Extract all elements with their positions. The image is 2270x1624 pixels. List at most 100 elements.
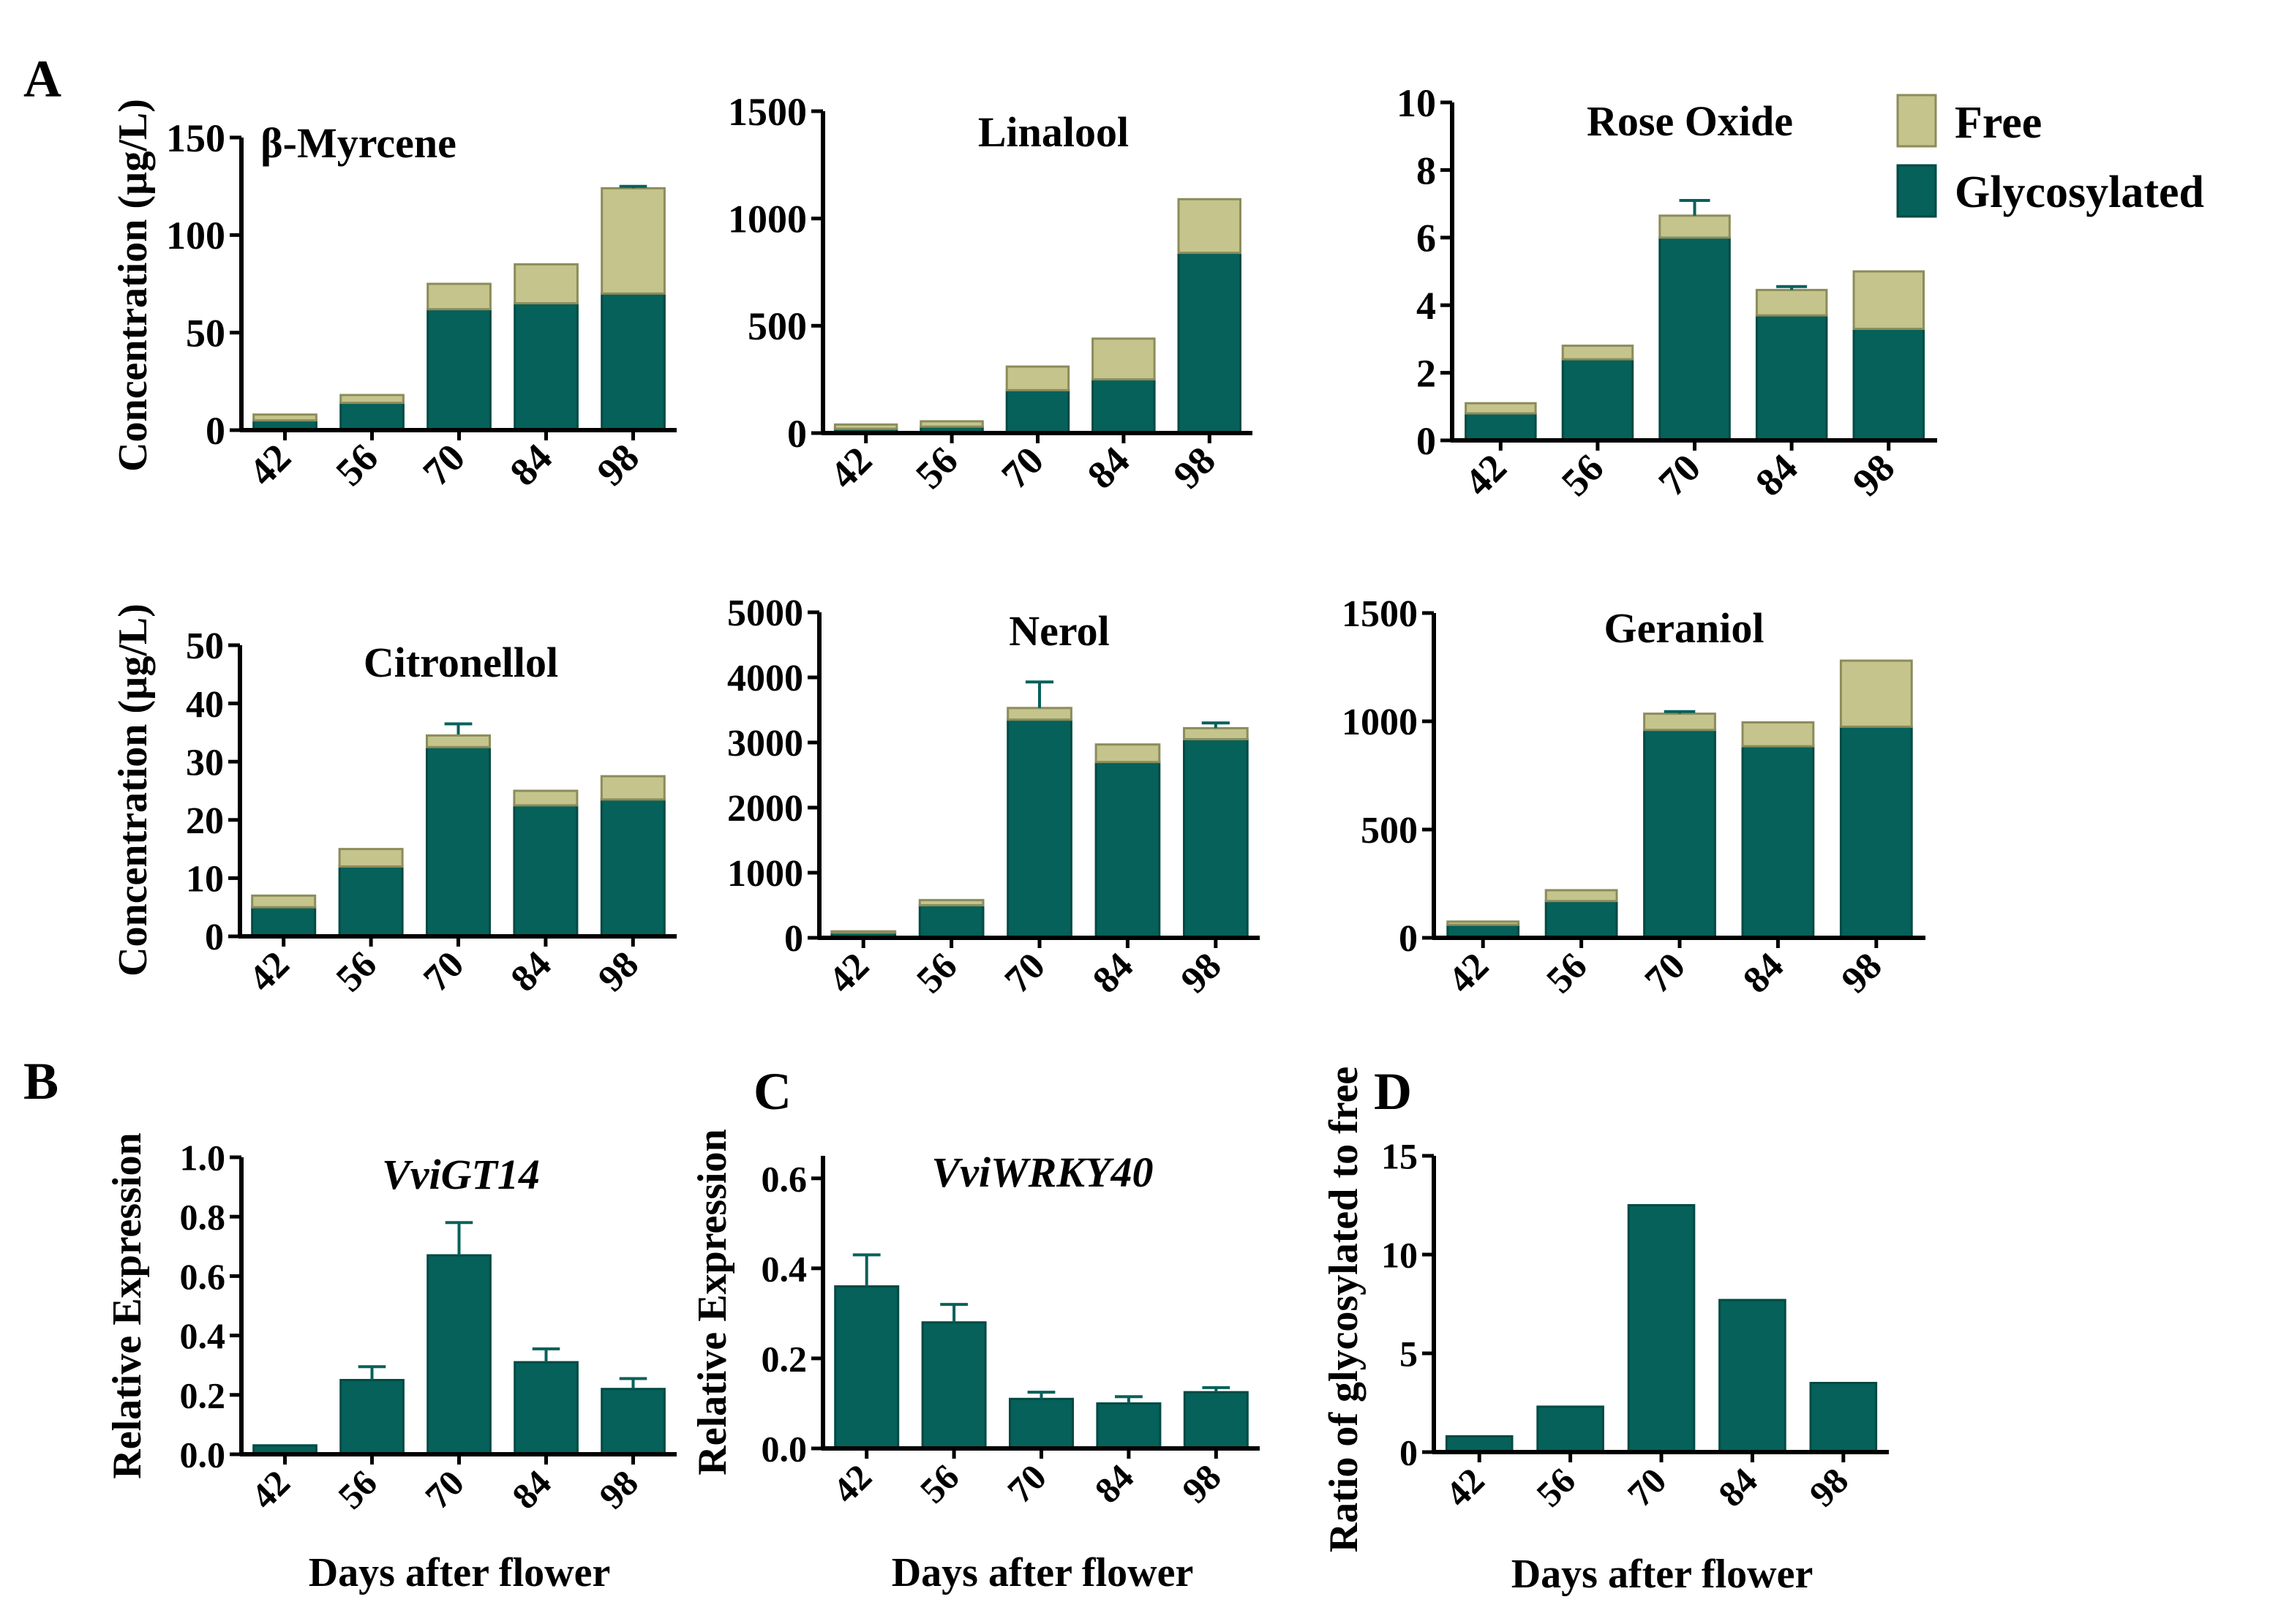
chart-geraniol: 42 56 70 84 98 0 500 1000 1500 Geraniol (1342, 593, 1925, 1001)
y-tick-label-vvigt14-0.6: 0.6 (180, 1256, 226, 1297)
x-tick-label-myrcene-84: 84 (501, 435, 560, 495)
bar-myrcene-glycosylated-70 (426, 308, 492, 432)
y-tick-label-rose_oxide-10: 10 (1397, 81, 1436, 125)
bar-nerol-glycosylated-84 (1094, 761, 1161, 939)
y-axis-label-citronellol: Concentration (µg/L) (110, 604, 156, 977)
bar-ratio-ratio-98 (1809, 1382, 1878, 1454)
x-tick-label-citronellol-56: 56 (328, 944, 385, 1000)
y-tick-label-linalool-1000: 1000 (728, 198, 807, 241)
bar-rose_oxide-glycosylated-56 (1561, 358, 1634, 442)
chart-title-nerol: Nerol (1009, 607, 1109, 655)
bar-citronellol-free-98 (600, 775, 666, 801)
bar-citronellol-glycosylated-42 (251, 906, 317, 938)
x-tick-label-vvigt14-98: 98 (591, 1462, 646, 1517)
x-tick-label-nerol-70: 70 (997, 945, 1053, 1001)
x-tick-label-geraniol-84: 84 (1735, 945, 1792, 1001)
legend-glycosylated-swatch (1896, 164, 1937, 218)
bar-citronellol-free-70 (426, 734, 491, 748)
y-axis-label-ratio: Ratio of glycosylated to free (1321, 1067, 1367, 1553)
chart-rose-oxide: 42 56 70 84 98 0 2 4 6 8 10 Rose Oxide (1397, 81, 1937, 505)
x-axis-label-vvigt14: Days after flower (309, 1550, 611, 1595)
bar-rose_oxide-free-98 (1852, 270, 1925, 330)
x-tick-label-myrcene-42: 42 (240, 435, 299, 495)
x-tick-label-ratio-98: 98 (1801, 1460, 1856, 1515)
bar-citronellol-free-84 (513, 789, 579, 807)
bar-citronellol-glycosylated-84 (513, 804, 579, 938)
bar-rose_oxide-free-84 (1755, 288, 1828, 317)
chart-title-myrcene: β-Myrcene (260, 119, 456, 167)
bar-rose_oxide-glycosylated-42 (1465, 412, 1537, 442)
y-axis-label-myrcene: Concentration (µg/L) (110, 99, 156, 472)
panel-letter-b: B (23, 1052, 59, 1110)
x-tick-label-vvigt14-70: 70 (417, 1462, 472, 1517)
bar-rose_oxide-free-56 (1561, 345, 1634, 361)
y-tick-label-geraniol-500: 500 (1361, 810, 1418, 852)
chart-title-rose_oxide: Rose Oxide (1587, 97, 1793, 145)
bar-linalool-free-42 (833, 423, 898, 430)
y-tick-label-geraniol-1000: 1000 (1342, 702, 1418, 743)
chart-citronellol: 42 56 70 84 98 0 10 20 30 40 50 Citronellol Concentr… (110, 604, 677, 1000)
y-tick-label-vviwrky40-0.6: 0.6 (762, 1158, 808, 1199)
legend: Free Glycosylated (1896, 94, 2204, 218)
y-tick-label-myrcene-50: 50 (186, 312, 225, 356)
bar-vviwrky40-relative-expression-56 (921, 1321, 987, 1450)
y-tick-label-rose_oxide-8: 8 (1416, 149, 1436, 192)
chart-linalool: 42 56 70 84 98 0 500 1000 1500 Linalool (728, 90, 1252, 497)
bar-geraniol-glycosylated-84 (1741, 745, 1815, 939)
y-tick-label-nerol-1000: 1000 (727, 853, 803, 895)
bar-vviwrky40-relative-expression-98 (1183, 1391, 1249, 1450)
x-tick-label-geraniol-70: 70 (1637, 945, 1694, 1001)
chart-vvigt14: 42 56 70 84 98 0.0 0.2 0.4 0.6 0.8 1.0 VviGT14 Relat… (105, 1132, 677, 1595)
bar-rose_oxide-glycosylated-98 (1852, 328, 1925, 442)
x-tick-label-myrcene-56: 56 (327, 435, 386, 495)
y-tick-label-ratio-10: 10 (1381, 1235, 1418, 1276)
bar-linalool-free-98 (1177, 198, 1241, 255)
bar-myrcene-glycosylated-84 (514, 302, 579, 432)
x-tick-label-ratio-42: 42 (1437, 1460, 1492, 1515)
y-tick-label-citronellol-40: 40 (186, 684, 224, 726)
x-tick-label-citronellol-70: 70 (416, 944, 472, 1000)
bar-ratio-ratio-84 (1718, 1298, 1786, 1454)
x-tick-label-rose_oxide-70: 70 (1650, 446, 1709, 505)
y-tick-label-citronellol-10: 10 (186, 859, 224, 901)
y-tick-label-citronellol-20: 20 (186, 800, 224, 842)
x-tick-label-vvigt14-56: 56 (330, 1462, 385, 1517)
x-tick-label-rose_oxide-98: 98 (1844, 446, 1903, 505)
y-tick-label-rose_oxide-0: 0 (1416, 419, 1436, 463)
y-tick-label-geraniol-0: 0 (1399, 918, 1418, 960)
bar-myrcene-free-70 (426, 282, 492, 311)
bar-geraniol-glycosylated-56 (1544, 900, 1618, 939)
y-tick-label-myrcene-150: 150 (166, 116, 225, 160)
bar-vvigt14-relative-expression-84 (514, 1361, 579, 1456)
bar-linalool-free-70 (1005, 365, 1070, 391)
bar-nerol-free-70 (1007, 707, 1072, 721)
chart-title-citronellol: Citronellol (364, 639, 558, 686)
y-tick-label-myrcene-0: 0 (206, 409, 225, 453)
bar-vvigt14-relative-expression-98 (601, 1388, 666, 1456)
bar-vvigt14-relative-expression-56 (339, 1379, 405, 1456)
y-axis-label-vviwrky40: Relative Expression (690, 1129, 735, 1475)
bar-ratio-ratio-56 (1536, 1405, 1604, 1454)
bar-citronellol-free-56 (338, 848, 404, 868)
x-tick-label-linalool-98: 98 (1165, 438, 1224, 497)
bar-nerol-glycosylated-98 (1183, 738, 1249, 939)
x-tick-label-myrcene-70: 70 (414, 435, 473, 495)
bar-myrcene-free-42 (252, 413, 317, 422)
bar-geraniol-free-98 (1839, 659, 1913, 728)
bar-vviwrky40-relative-expression-84 (1096, 1402, 1162, 1450)
bar-linalool-free-56 (920, 420, 984, 428)
bar-vviwrky40-relative-expression-42 (834, 1285, 900, 1450)
bar-ratio-ratio-70 (1627, 1204, 1696, 1454)
y-tick-label-vvigt14-0.2: 0.2 (180, 1375, 226, 1416)
y-tick-label-nerol-3000: 3000 (727, 723, 803, 764)
panel-letter-c: C (753, 1062, 792, 1121)
bar-vvigt14-relative-expression-70 (426, 1254, 492, 1456)
y-tick-label-citronellol-30: 30 (186, 742, 224, 783)
y-tick-label-nerol-4000: 4000 (727, 658, 803, 699)
chart-title-geraniol: Geraniol (1604, 604, 1764, 652)
chart-nerol: 42 56 70 84 98 0 1000 2000 3000 4000 5000 Nerol (727, 593, 1260, 1001)
bar-linalool-glycosylated-98 (1177, 252, 1241, 435)
legend-free-label: Free (1955, 98, 2042, 148)
x-tick-label-myrcene-98: 98 (588, 435, 647, 495)
x-axis-label-vviwrky40: Days after flower (892, 1550, 1194, 1595)
